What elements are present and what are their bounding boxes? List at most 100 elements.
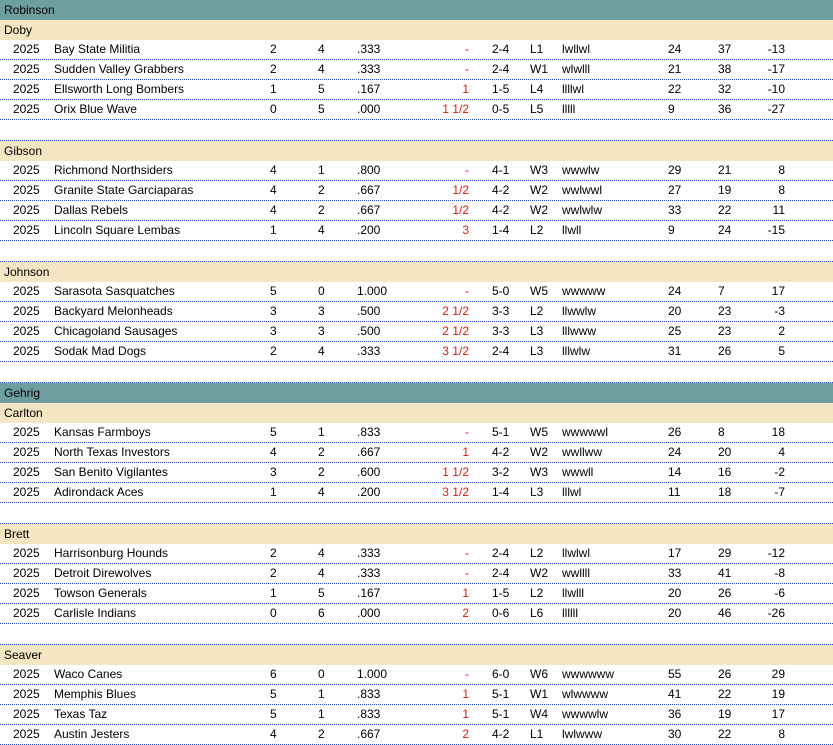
team-row[interactable]: 2025 Texas Taz 5 1 .833 1 5-1 W4 wwwwlw 36 19 17 <box>0 705 833 725</box>
team-row[interactable]: 2025 Memphis Blues 5 1 .833 1 5-1 W1 wlwwww 41 22 1… <box>0 685 833 705</box>
season-year-cell: 2025 <box>13 82 40 96</box>
team-name-cell: Sarasota Sasquatches <box>54 284 175 298</box>
team-row[interactable]: 2025 Richmond Northsiders 4 1 .800 - 4-1 W3 wwwl… <box>0 161 833 181</box>
streak-cell: W2 <box>530 445 548 459</box>
league-header[interactable]: Gehrig <box>0 383 833 403</box>
losses-cell: 5 <box>318 586 325 600</box>
recent-record-cell: 2-4 <box>492 42 510 56</box>
runs-allowed-cell: 23 <box>718 324 732 338</box>
run-differential-cell: -12 <box>767 546 785 560</box>
division-header[interactable]: Brett <box>0 524 833 544</box>
streak-cell: L3 <box>530 344 544 358</box>
last-games-cell: llwll <box>562 223 582 237</box>
losses-cell: 4 <box>318 344 325 358</box>
win-pct-cell: .000 <box>357 606 381 620</box>
team-row[interactable]: 2025 Kansas Farmboys 5 1 .833 - 5-1 W5 wwwwwl 26 8… <box>0 423 833 443</box>
wins-cell: 5 <box>270 707 277 721</box>
team-row[interactable]: 2025 Waco Canes 6 0 1.000 - 6-0 W6 wwwwww 55 26 29 <box>0 665 833 685</box>
win-pct-cell: .333 <box>357 566 381 580</box>
season-year-cell: 2025 <box>13 163 40 177</box>
games-behind-cell: - <box>465 667 469 681</box>
games-behind-cell: - <box>465 42 469 56</box>
games-behind-cell: 1 1/2 <box>442 465 469 479</box>
team-row[interactable]: 2025 Bay State Militia 2 4.333-2-4 L1 lwllwl 2… <box>0 40 833 60</box>
games-behind-cell: - <box>465 566 469 580</box>
runs-allowed-cell: 46 <box>718 606 732 620</box>
team-name-cell: Sudden Valley Grabbers <box>54 62 184 76</box>
streak-cell: W5 <box>530 284 548 298</box>
win-pct-cell: .000 <box>357 102 381 116</box>
season-year-cell: 2025 <box>13 425 40 439</box>
wins-cell: 3 <box>270 465 277 479</box>
wins-cell: 1 <box>270 223 277 237</box>
runs-scored-cell: 20 <box>668 586 682 600</box>
runs-scored-cell: 11 <box>668 485 681 499</box>
last-games-cell: wwwwwl <box>562 425 608 439</box>
runs-scored-cell: 41 <box>668 687 682 701</box>
wins-cell: 3 <box>270 304 277 318</box>
season-year-cell: 2025 <box>13 304 40 318</box>
division-header[interactable]: Doby <box>0 20 833 40</box>
recent-record-cell: 1-4 <box>492 485 510 499</box>
wins-cell: 2 <box>270 62 277 76</box>
season-year-cell: 2025 <box>13 62 40 76</box>
runs-scored-cell: 20 <box>668 606 682 620</box>
division-header[interactable]: Seaver <box>0 645 833 665</box>
team-row[interactable]: 2025 Ellsworth Long Bombers 1 5 .167 1 1-5 L4 ll… <box>0 80 833 100</box>
team-row[interactable]: 2025 Lincoln Square Lembas 1 4 .200 3 1-4 L2 llw… <box>0 221 833 241</box>
team-row[interactable]: 2025 Towson Generals 1 5 .167 1 1-5 L2 llwlll 20 2… <box>0 584 833 604</box>
last-games-cell: wlwwww <box>562 687 608 701</box>
losses-cell: 4 <box>318 485 325 499</box>
win-pct-cell: .167 <box>357 82 381 96</box>
win-pct-cell: .667 <box>357 183 381 197</box>
team-row[interactable]: 2025 Harrisonburg Hounds 2 4 .333 - 2-4 L2 llwlw… <box>0 544 833 564</box>
games-behind-cell: 1 <box>462 586 469 600</box>
wins-cell: 1 <box>270 485 277 499</box>
run-differential-cell: 19 <box>771 687 785 701</box>
team-row[interactable]: 2025 North Texas Investors 4 2 .667 1 4-2 W2 wwl… <box>0 443 833 463</box>
games-behind-cell: 1/2 <box>452 183 469 197</box>
team-row[interactable]: 2025 Detroit Direwolves 2 4 .333 - 2-4 W2 wwllll… <box>0 564 833 584</box>
last-games-cell: lllwww <box>562 324 596 338</box>
team-row[interactable]: 2025 Sudden Valley Grabbers 2 4 .333 - 2-4 W1 wl… <box>0 60 833 80</box>
games-behind-cell: - <box>465 163 469 177</box>
team-row[interactable]: 2025 Dallas Rebels 4 2 .667 1/2 4-2 W2 wwlwlw 33 2… <box>0 201 833 221</box>
wins-cell: 6 <box>270 667 277 681</box>
run-differential-cell: 5 <box>778 344 785 358</box>
team-row[interactable]: 2025 Adirondack Aces 1 4 .200 3 1/2 1-4 L3 lllwl… <box>0 483 833 503</box>
losses-cell: 4 <box>318 62 325 76</box>
team-row[interactable]: 2025 Backyard Melonheads 3 3 .500 2 1/2 3-3 L2 l… <box>0 302 833 322</box>
division-header[interactable]: Gibson <box>0 141 833 161</box>
wins-cell: 2 <box>270 42 277 56</box>
streak-cell: L3 <box>530 485 544 499</box>
team-row[interactable]: 2025 Sodak Mad Dogs 2 4 .333 3 1/2 2-4 L3 lllwlw… <box>0 342 833 362</box>
team-row[interactable]: 2025 San Benito Vigilantes 3 2 .600 1 1/2 3-2 W… <box>0 463 833 483</box>
streak-cell: L5 <box>530 102 544 116</box>
games-behind-cell: 1 <box>462 445 469 459</box>
win-pct-cell: 1.000 <box>357 284 388 298</box>
last-games-cell: llwlll <box>562 586 584 600</box>
team-row[interactable]: 2025 Carlisle Indians 0 6 .000 2 0-6 L6 llllll 20… <box>0 604 833 624</box>
team-row[interactable]: 2025 Chicagoland Sausages 3 3 .500 2 1/2 3-3 L3… <box>0 322 833 342</box>
recent-record-cell: 4-2 <box>492 727 510 741</box>
last-games-cell: wwwwlw <box>562 707 608 721</box>
division-header[interactable]: Johnson <box>0 262 833 282</box>
team-row[interactable]: 2025 Granite State Garciaparas 4 2 .667 1/2 4-… <box>0 181 833 201</box>
games-behind-cell: 2 1/2 <box>442 304 469 318</box>
last-games-cell: lllwlw <box>562 344 590 358</box>
runs-allowed-cell: 29 <box>718 546 732 560</box>
division-header[interactable]: Carlton <box>0 403 833 423</box>
runs-allowed-cell: 26 <box>718 586 732 600</box>
run-differential-cell: -26 <box>767 606 785 620</box>
season-year-cell: 2025 <box>13 687 40 701</box>
runs-scored-cell: 20 <box>668 304 682 318</box>
season-year-cell: 2025 <box>13 727 40 741</box>
league-header[interactable]: Robinson <box>0 0 833 20</box>
team-name-cell: Sodak Mad Dogs <box>54 344 147 358</box>
team-row[interactable]: 2025 Austin Jesters 4 2 .667 2 4-2 L1 lwlwww 30 22… <box>0 725 833 745</box>
recent-record-cell: 1-5 <box>492 82 510 96</box>
last-games-cell: wwlwlw <box>562 203 602 217</box>
win-pct-cell: .600 <box>357 465 381 479</box>
team-row[interactable]: 2025 Orix Blue Wave 0 5 .000 1 1/2 0-5 L5 lllll 9… <box>0 100 833 120</box>
team-row[interactable]: 2025 Sarasota Sasquatches 5 0 1.000 - 5-0 W5 www… <box>0 282 833 302</box>
